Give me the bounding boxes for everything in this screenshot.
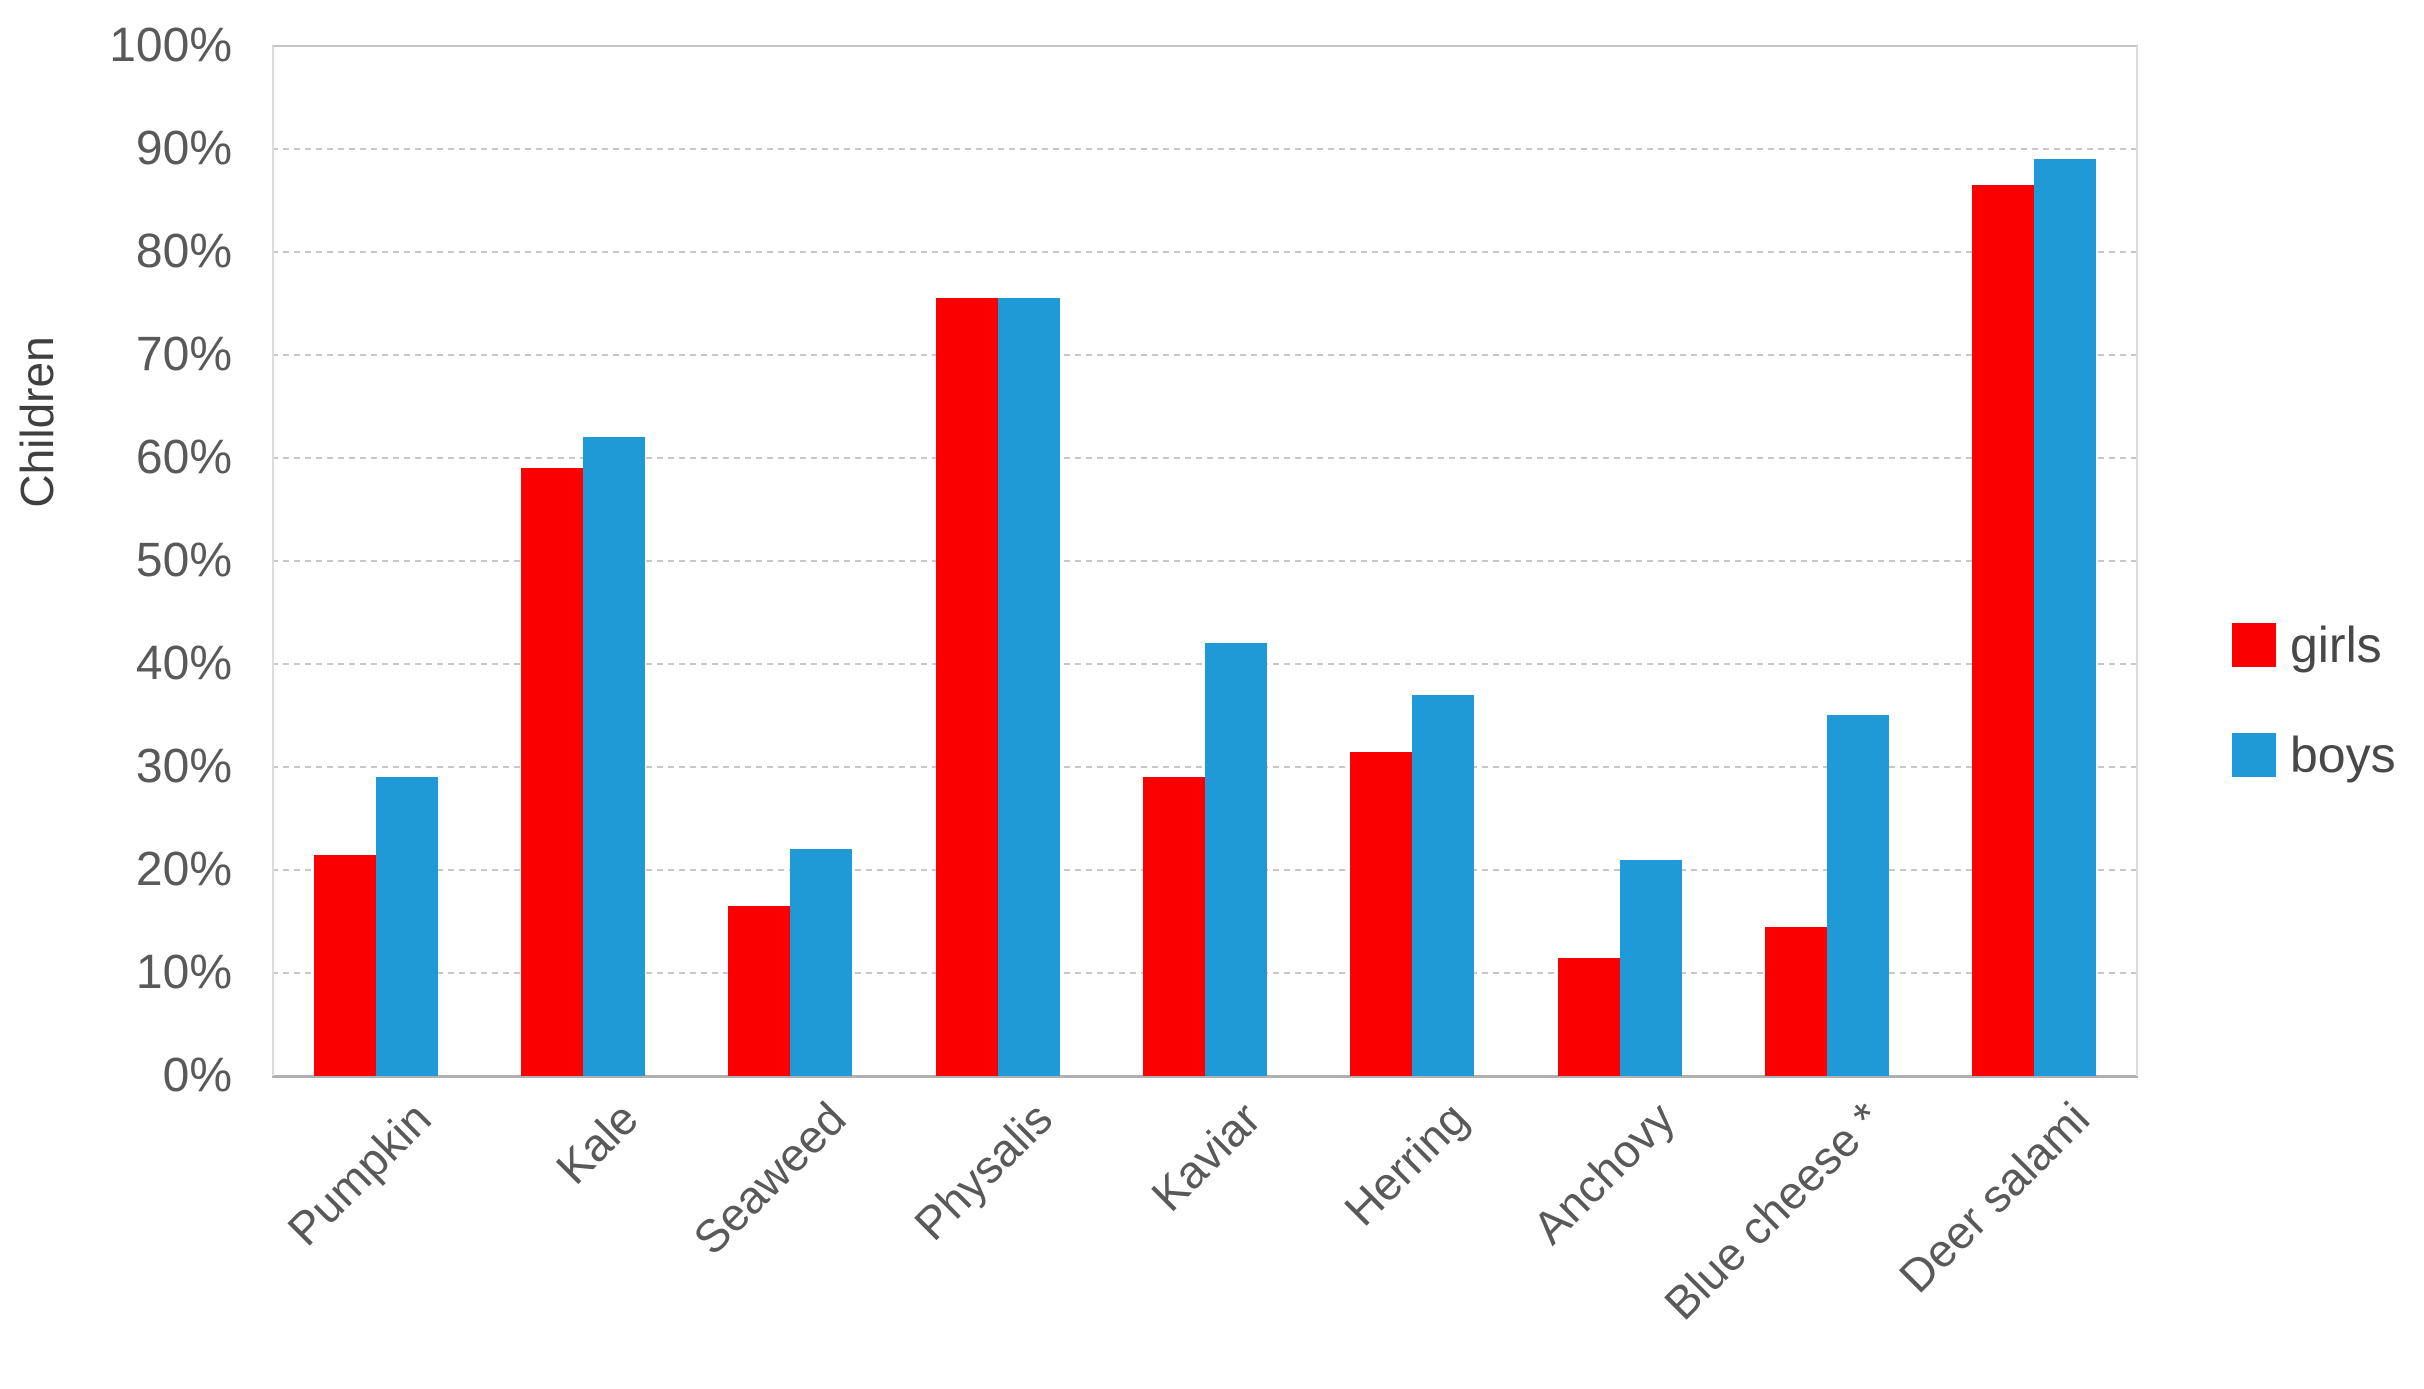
legend-swatch-boys [2232,733,2276,777]
bar-boys-seaweed [790,849,852,1076]
gridline-70 [272,354,2138,356]
y-axis-tick-label: 80% [135,225,232,278]
plot-left-border [272,46,274,1076]
x-axis-category-label: Seaweed [682,1092,856,1265]
bar-boys-pumpkin [376,777,438,1076]
gridline-90 [272,148,2138,150]
legend-item-girls: girls [2232,616,2396,674]
gridline-60 [272,457,2138,459]
legend: girls boys [2232,616,2396,784]
bar-girls-seaweed [728,906,790,1076]
bar-boys-herring [1412,695,1474,1076]
bar-girls-blue-cheese [1765,927,1827,1076]
bar-boys-kale [583,437,645,1076]
y-axis-tick-label: 20% [135,843,232,896]
bar-girls-anchovy [1558,958,1620,1076]
y-axis-tick-label: 90% [135,122,232,175]
y-axis-tick-label: 0% [162,1049,232,1102]
x-axis-category-label: Herring [1333,1092,1478,1236]
x-axis-category-label: Physalis [904,1092,1063,1250]
x-axis-category-label: Blue cheese * [1654,1092,1892,1330]
gridline-100 [272,45,2138,47]
x-axis-category-label: Deer salami [1888,1092,2100,1303]
x-axis-category-label: Anchovy [1522,1092,1685,1254]
y-axis-tick-label: 30% [135,740,232,793]
y-axis-tick-label: 40% [135,637,232,690]
legend-swatch-girls [2232,623,2276,667]
bar-girls-kaviar [1143,777,1205,1076]
y-axis-tick-label: 100% [109,19,232,72]
y-axis-tick-label: 10% [135,946,232,999]
x-axis-category-label: Kale [545,1092,648,1194]
x-axis-category-label: Pumpkin [277,1092,441,1256]
legend-label: girls [2290,617,2382,673]
y-axis-tick-label: 60% [135,431,232,484]
gridline-50 [272,560,2138,562]
x-axis-category-label: Kaviar [1140,1092,1270,1221]
bar-boys-anchovy [1620,860,1682,1076]
bar-boys-physalis [998,298,1060,1076]
bar-boys-deer-salami [2034,159,2096,1076]
y-axis-tick-label: 70% [135,328,232,381]
bar-boys-kaviar [1205,643,1267,1076]
plot-right-border [2136,46,2138,1076]
bar-girls-deer-salami [1972,185,2034,1076]
bar-girls-kale [521,468,583,1076]
bar-girls-pumpkin [314,855,376,1076]
legend-item-boys: boys [2232,726,2396,784]
x-axis-line [272,1075,2138,1078]
legend-label: boys [2290,727,2396,783]
y-axis-tick-label: 50% [135,534,232,587]
bar-girls-physalis [936,298,998,1076]
gridline-80 [272,251,2138,253]
bar-girls-herring [1350,752,1412,1076]
bar-boys-blue-cheese [1827,715,1889,1076]
